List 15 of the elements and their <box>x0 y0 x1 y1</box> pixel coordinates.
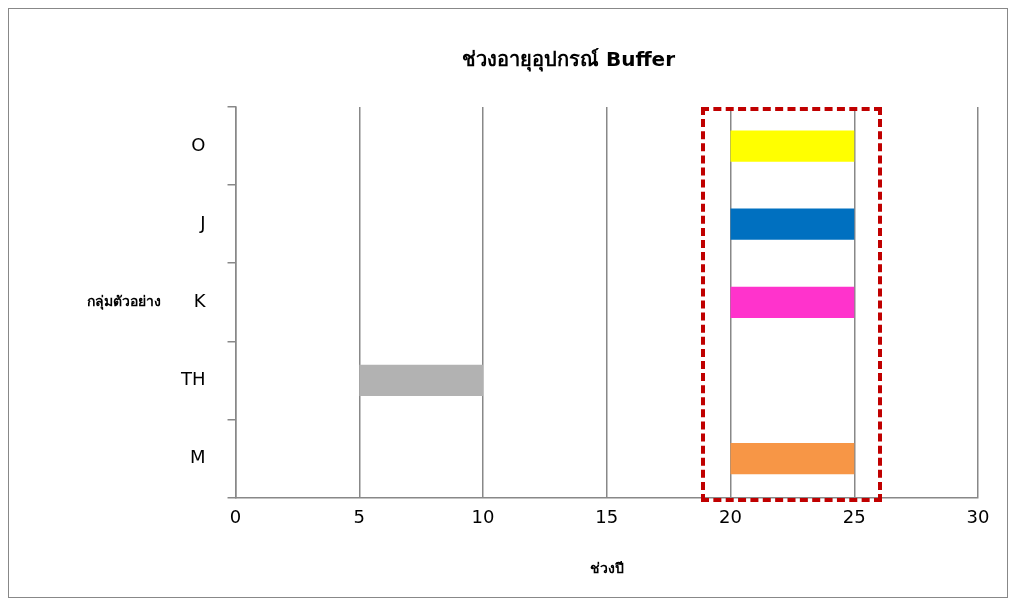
chart-title: ช่วงอายุอุปกรณ์ Buffer <box>461 47 676 73</box>
x-tick-label: 20 <box>719 506 742 528</box>
y-tick-label: O <box>191 133 206 155</box>
x-tick-label: 5 <box>353 506 365 528</box>
y-tick-label: J <box>199 211 206 233</box>
y-tick-label: K <box>193 289 207 311</box>
y-tick-label: M <box>190 446 206 468</box>
x-tick-label: 25 <box>842 506 866 528</box>
x-tick-label: 15 <box>595 506 619 528</box>
y-tick-label: TH <box>180 368 206 390</box>
x-tick-label: 30 <box>966 506 990 528</box>
y-axis-title: กลุ่มตัวอย่าง <box>87 292 161 310</box>
x-tick-label: 0 <box>229 506 242 528</box>
x-tick-label: 10 <box>471 506 495 528</box>
x-axis-title: ช่วงปี <box>589 560 624 577</box>
